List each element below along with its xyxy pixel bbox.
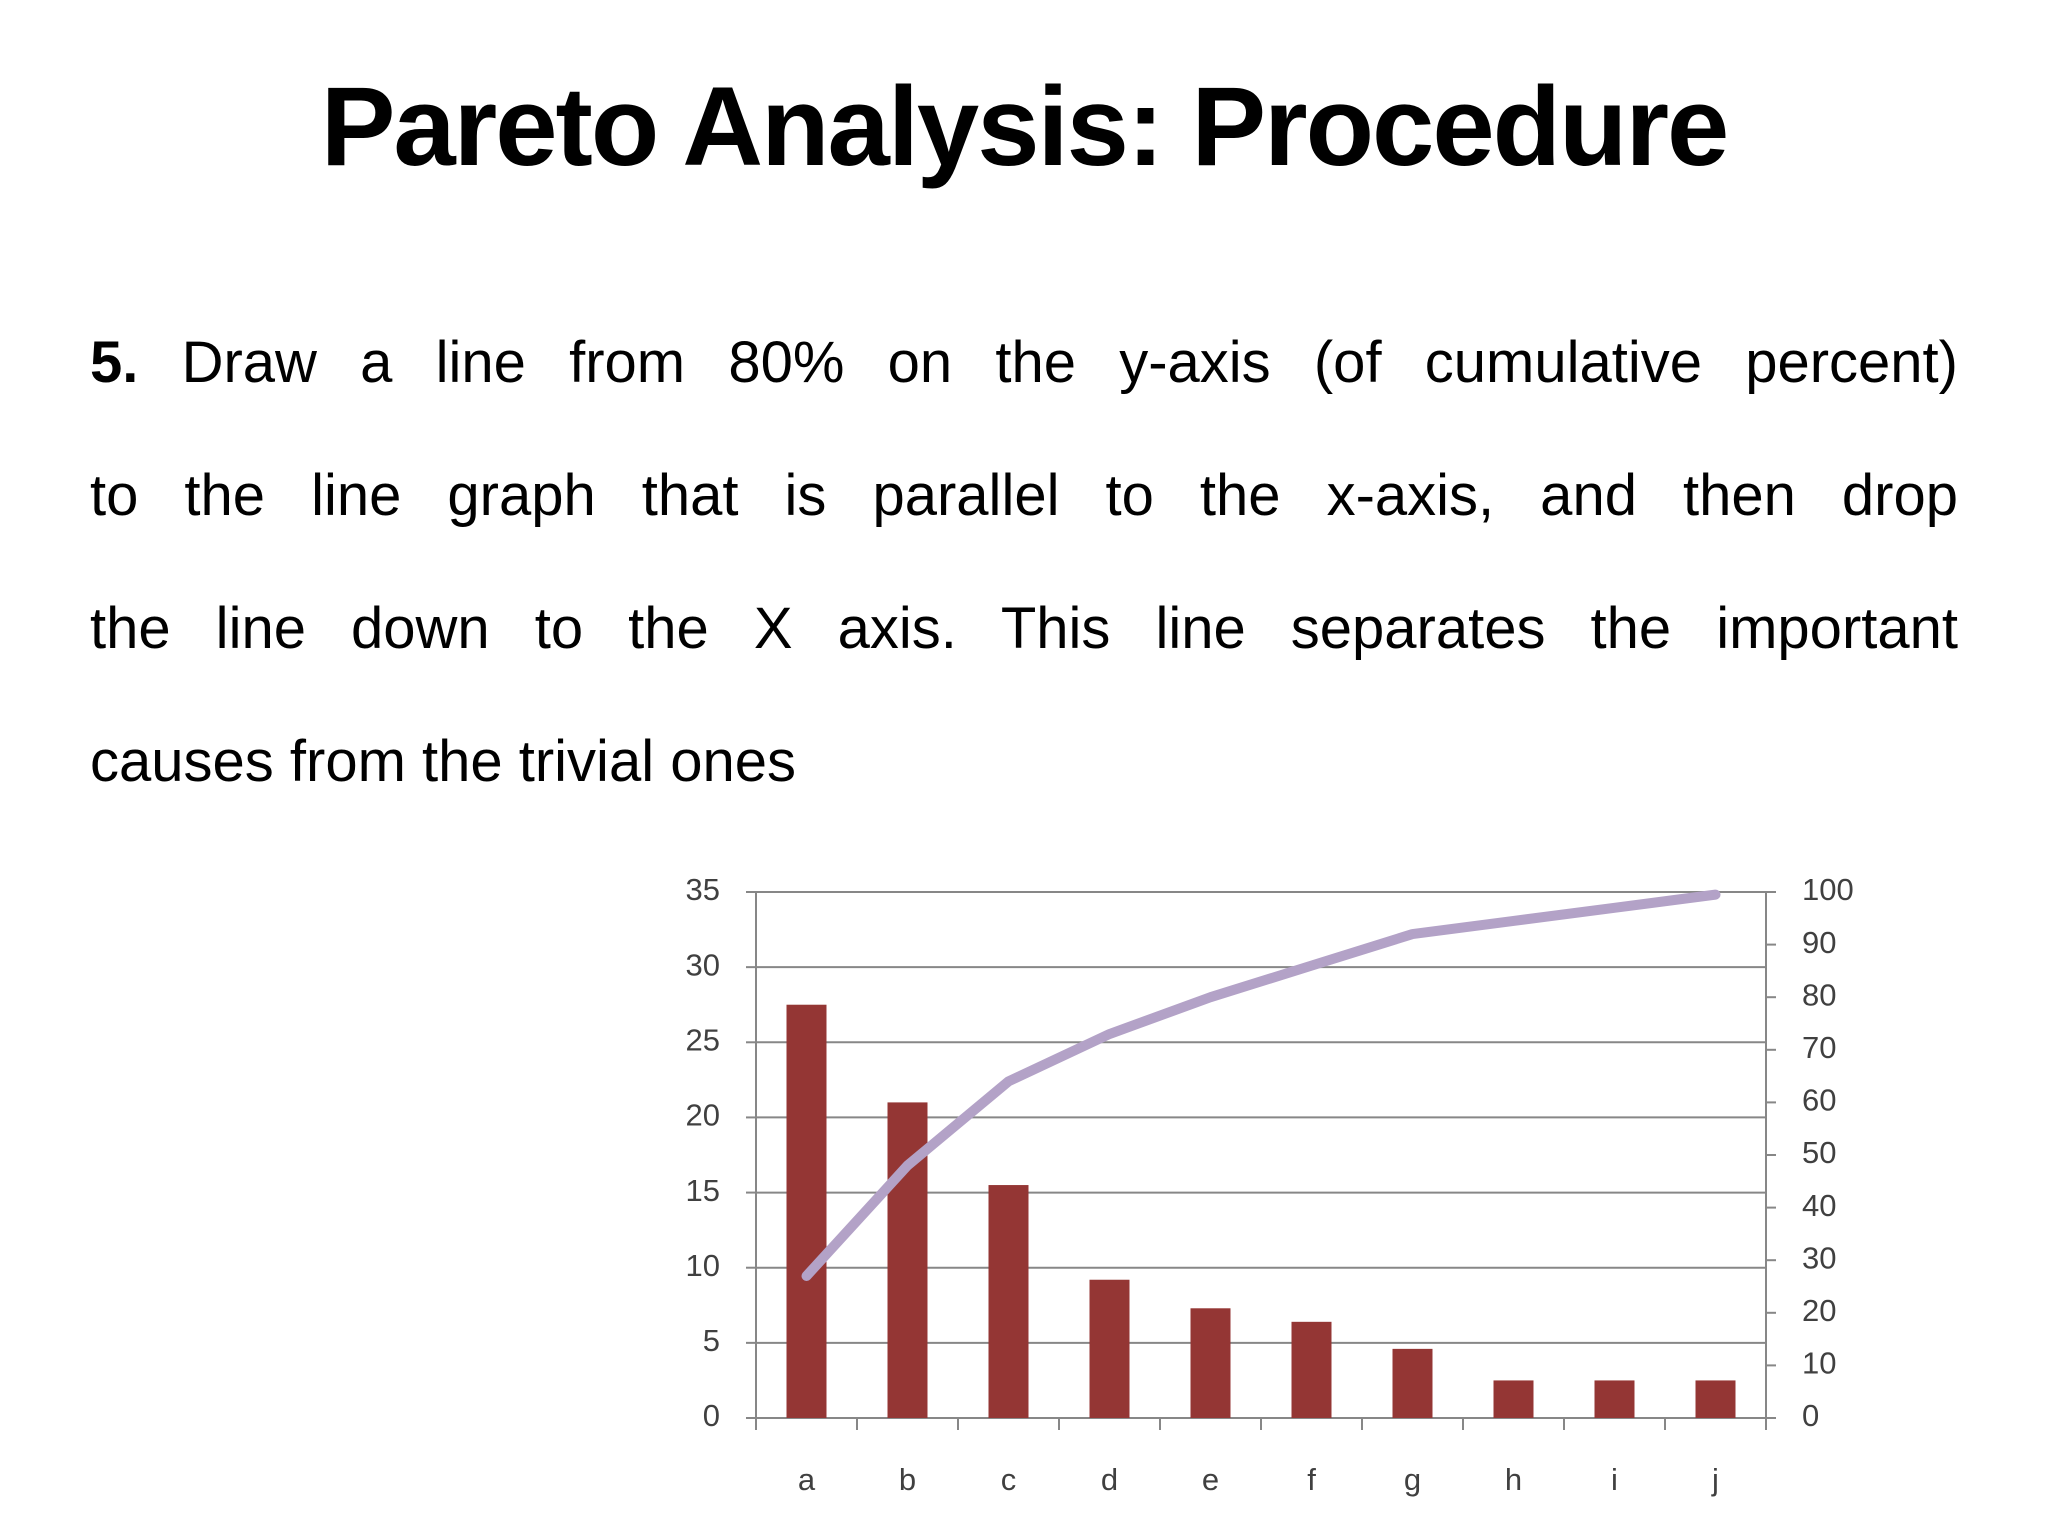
paragraph-line: to the line graph that is parallel to th… [90,451,1958,584]
bar [988,1185,1029,1418]
y-tick-label: 35 [686,872,720,907]
y-tick-label: 0 [703,1398,720,1433]
x-tick-label: b [899,1462,916,1497]
step-number: 5. [90,330,139,395]
bar [1594,1380,1635,1418]
bar [1493,1380,1534,1418]
bar [1695,1380,1736,1418]
y2-tick-label: 90 [1802,925,1836,960]
x-tick-label: i [1611,1462,1618,1497]
line-text: the line down to the X axis. This line s… [90,596,1958,661]
y2-tick-label: 0 [1802,1398,1819,1433]
y2-tick-label: 40 [1802,1188,1836,1223]
line [801,889,1721,1281]
line-text: Draw a line from 80% on the y-axis (of c… [181,330,1958,395]
y-tick-label: 30 [686,947,720,982]
x-tick-label: g [1404,1462,1421,1497]
x-tick-label: a [798,1462,816,1497]
paragraph-line: the line down to the X axis. This line s… [90,584,1958,717]
y2-tick-label: 50 [1802,1135,1836,1170]
line-text: to the line graph that is parallel to th… [90,463,1958,528]
x-tick-label: c [1001,1462,1017,1497]
bar [1089,1279,1130,1418]
y2-tick-label: 100 [1802,872,1854,907]
line-text: causes from the trivial ones [90,729,796,794]
paragraph-line: causes from the trivial ones [90,717,1958,850]
bar [1291,1321,1332,1418]
y2-tick-label: 20 [1802,1293,1836,1328]
y2-tick-label: 10 [1802,1346,1836,1381]
y2-tick-label: 80 [1802,977,1836,1012]
x-tick-label: d [1101,1462,1118,1497]
y2-tick-label: 60 [1802,1083,1836,1118]
paragraph: 5. Draw a line from 80% on the y-axis (o… [90,318,1958,850]
y-tick-label: 5 [703,1323,720,1358]
x-tick-label: j [1711,1462,1719,1497]
paragraph-line: 5. Draw a line from 80% on the y-axis (o… [90,318,1958,451]
y2-tick-label: 30 [1802,1240,1836,1275]
x-tick-label: f [1307,1462,1316,1497]
bar [1392,1348,1433,1418]
y-tick-label: 25 [686,1022,720,1057]
x-tick-label: h [1505,1462,1522,1497]
y-tick-label: 10 [686,1248,720,1283]
slide-title: Pareto Analysis: Procedure [320,64,1730,189]
y2-tick-label: 70 [1802,1030,1836,1065]
y-tick-label: 15 [686,1173,720,1208]
bar [1190,1308,1231,1418]
x-tick-label: e [1202,1462,1219,1497]
bar [786,1004,827,1418]
y-tick-label: 20 [686,1098,720,1133]
